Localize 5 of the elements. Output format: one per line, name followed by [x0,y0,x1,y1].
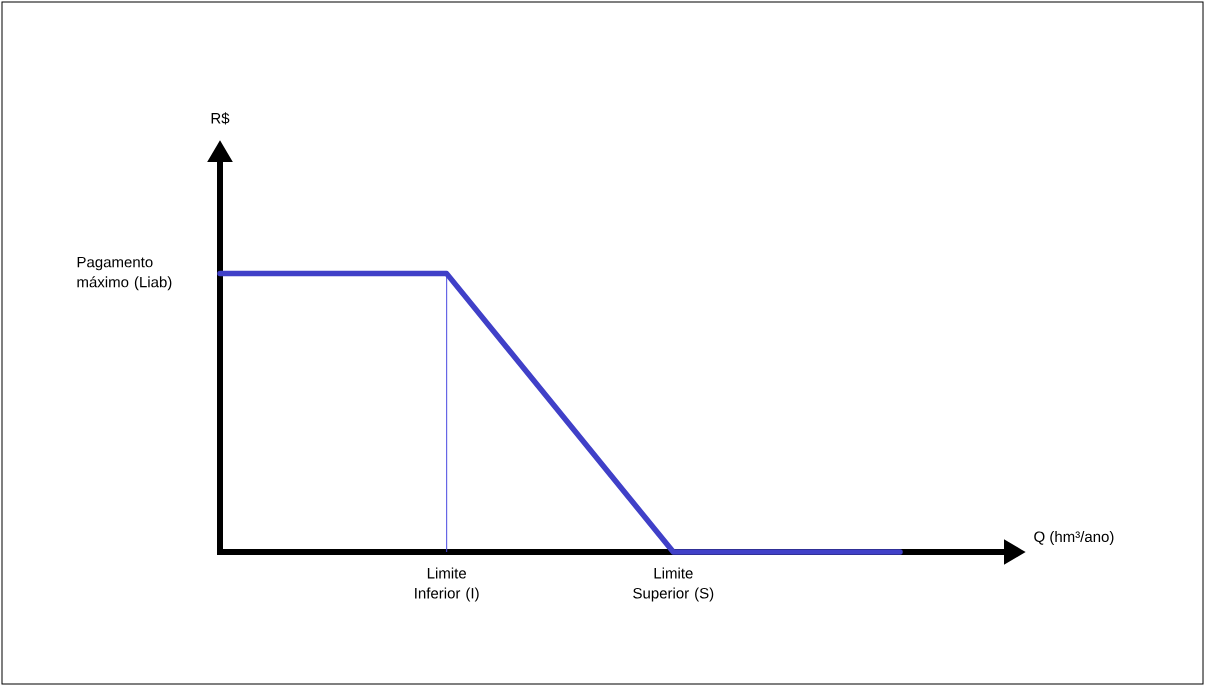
x-tick-label: Limite Superior (S) [633,567,714,602]
x-axis-title: Q (hm³/ano) [1034,531,1114,545]
text: R$ [211,112,230,125]
x-tick-label: Limite Inferior (I) [415,567,479,602]
text: Pagamento máximo (Liab) [77,256,172,291]
